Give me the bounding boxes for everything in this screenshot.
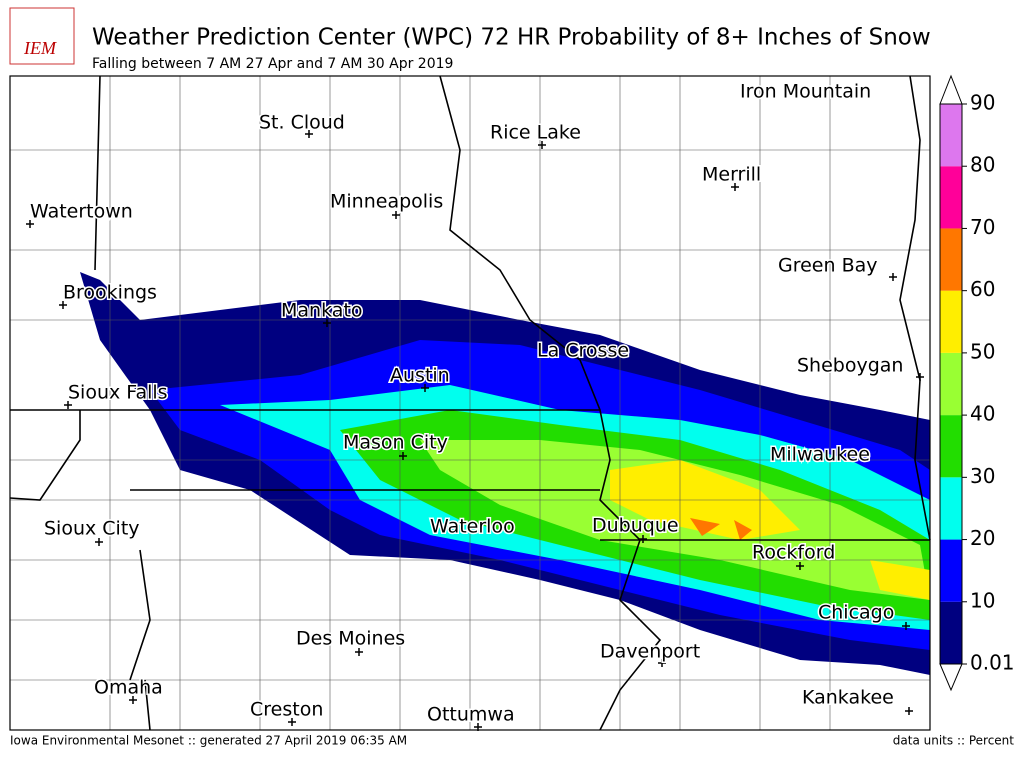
city-marker (288, 718, 296, 726)
city-marker (796, 562, 804, 570)
city-label: Waterloo (430, 516, 515, 538)
city-marker (95, 538, 103, 546)
city-label: Sioux Falls (68, 382, 168, 404)
city-label: Brookings (63, 282, 157, 304)
logo: IEM (9, 7, 75, 65)
city-label: Dubuque (592, 515, 679, 537)
city-marker (59, 301, 67, 309)
footer-left: Iowa Environmental Mesonet :: generated … (10, 734, 407, 748)
colorbar-tick-label: 50 (970, 339, 995, 363)
city-label: Chicago (818, 602, 894, 624)
city-label: Mason City (343, 432, 448, 454)
cities: Iron Mountain St. Cloud Rice Lake Merrill Wa… (26, 79, 924, 731)
probability-band (734, 520, 752, 540)
borders (9, 75, 931, 731)
city-label: Sheboygan (797, 355, 903, 377)
city-marker (889, 273, 897, 281)
colorbar-tick-label: 60 (970, 277, 995, 301)
colorbar-tick-label: 80 (970, 153, 995, 177)
city-label: Minneapolis (330, 191, 443, 213)
colorbar-segment (940, 104, 962, 167)
colorbar-tick-label: 70 (970, 215, 995, 239)
colorbar-extend-bottom (939, 663, 963, 692)
colorbar-tick-label: 20 (970, 526, 995, 550)
city-label: Rice Lake (490, 122, 581, 144)
map-frame (9, 75, 931, 731)
title: Weather Prediction Center (WPC) 72 HR Pr… (92, 25, 931, 51)
city-label: Austin (390, 365, 450, 387)
city-label: Rockford (752, 542, 835, 564)
city-label: La Crosse (537, 340, 629, 362)
city-marker (305, 130, 313, 138)
city-label: Creston (250, 699, 323, 721)
city-label: Milwaukee (770, 444, 870, 466)
colorbar-segment (940, 601, 962, 664)
city-marker (64, 401, 72, 409)
city-marker (731, 183, 739, 191)
city-label: Mankato (281, 300, 362, 322)
city-marker (905, 707, 913, 715)
colorbar-segment (940, 352, 962, 416)
map: Iron Mountain St. Cloud Rice Lake Merrill Wa… (9, 75, 931, 731)
colorbar-segment (940, 166, 962, 229)
city-marker (639, 535, 647, 543)
city-label: Ottumwa (427, 704, 515, 726)
colorbar-segment (940, 290, 962, 353)
colorbar-tick-label: 90 (970, 91, 995, 115)
footer-right: data units :: Percent (893, 734, 1015, 748)
colorbar-tick-label: 10 (970, 588, 995, 612)
city-label: Watertown (30, 201, 133, 223)
city-label: Merrill (702, 164, 761, 186)
colorbar-segment (940, 477, 962, 540)
colorbar-segment (940, 228, 962, 291)
colorbar-frame (939, 103, 963, 665)
city-label: Davenport (600, 641, 700, 663)
probability-band (870, 560, 930, 600)
subtitle: Falling between 7 AM 27 Apr and 7 AM 30 … (92, 56, 453, 72)
city-label: Sioux City (44, 518, 140, 540)
city-marker (421, 384, 429, 392)
city-label: Kankakee (802, 687, 894, 709)
logo-text: IEM (23, 38, 57, 58)
colorbar-segment (940, 539, 962, 602)
city-marker (392, 211, 400, 219)
city-marker (26, 220, 34, 228)
city-label: Green Bay (778, 255, 878, 277)
colorbar: 0.01 10 20 30 40 50 60 70 80 90 (939, 74, 1015, 692)
colorbar-tick-label: 30 (970, 464, 995, 488)
city-marker (902, 622, 910, 630)
city-label: Omaha (94, 677, 163, 699)
colorbar-segment (940, 415, 962, 478)
city-marker (399, 452, 407, 460)
colorbar-tick-label: 0.01 (970, 651, 1015, 675)
city-marker (355, 648, 363, 656)
city-label: Iron Mountain (740, 81, 871, 103)
city-label: St. Cloud (259, 112, 345, 134)
city-marker (323, 319, 331, 327)
city-marker (538, 141, 546, 149)
city-marker (916, 373, 924, 381)
city-marker (129, 696, 137, 704)
city-label: Des Moines (296, 628, 405, 650)
probability-band (690, 518, 720, 536)
colorbar-tick-label: 40 (970, 402, 995, 426)
colorbar-extend-top (939, 74, 963, 105)
city-marker (658, 659, 666, 667)
